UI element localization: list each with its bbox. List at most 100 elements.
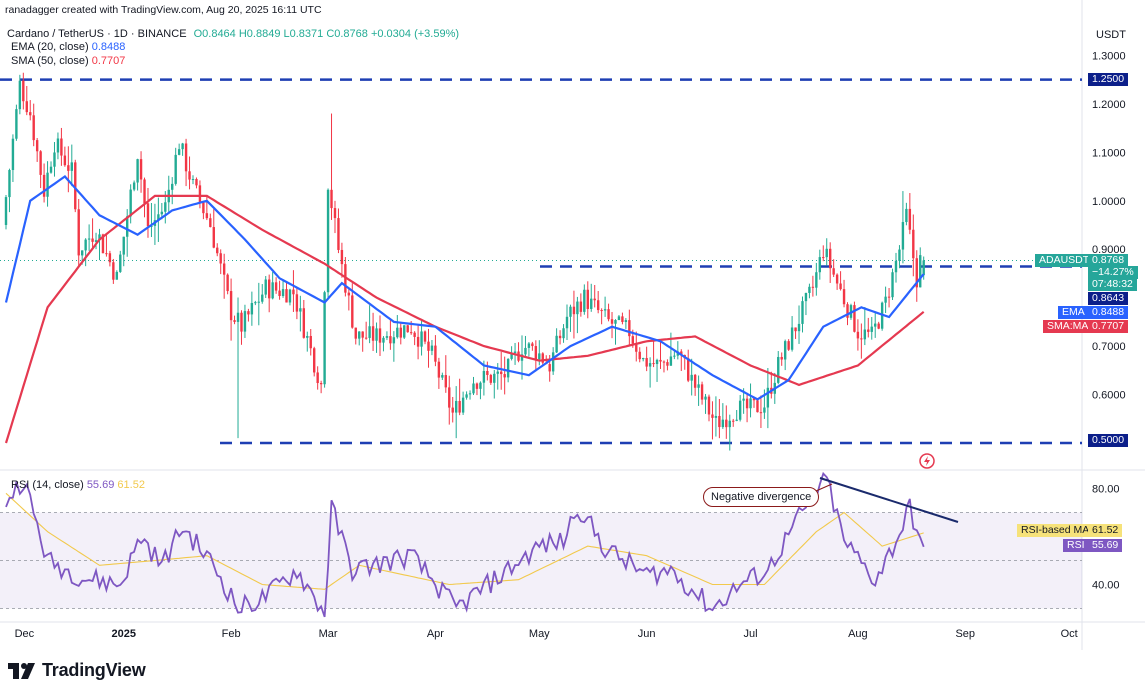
candle-body [354,327,357,339]
candle-body [579,301,583,312]
candle-body [441,375,444,378]
candle-body [399,327,402,338]
symbol-header[interactable]: Cardano / TetherUS · 1D · BINANCE O0.846… [7,28,459,40]
candle-body [690,374,693,381]
candle-body [205,213,209,219]
candle-body [870,326,873,332]
candle-body [98,234,101,241]
candle-body [191,179,195,181]
candle-body [219,253,222,264]
candle-body [74,162,77,210]
candle-body [738,400,742,420]
candle-body [482,370,486,383]
candle-body [867,329,870,332]
candle-body [243,311,247,332]
candle-body [766,387,770,408]
candle-body [718,415,721,428]
candle-body [347,292,351,296]
candle-body [790,327,794,350]
candle-body [288,289,292,303]
price-tick-label: 0.6000 [1092,390,1126,402]
candle-body [49,166,53,173]
candle-body [531,343,534,347]
currency-label[interactable]: USDT [1096,29,1126,41]
rsi-legend[interactable]: RSI (14, close) 55.69 61.52 [11,479,145,491]
candle-body [506,358,510,378]
candle-body [673,355,676,357]
candle-body [617,316,621,321]
candle-body [475,383,479,389]
candle-body [316,372,319,384]
lightning-icon [919,453,935,469]
tradingview-logo[interactable]: TradingView [8,660,146,681]
candle-body [489,374,493,383]
rsi-tick-label: 40.00 [1092,580,1120,592]
candle-body [693,374,697,388]
candle-body [458,400,461,413]
candle-body [742,398,745,401]
price-tick-label: 0.7000 [1092,341,1126,353]
ema-value-tag: 0.8488 [1088,306,1129,319]
candle-body [832,268,835,275]
candle-body [915,258,918,288]
candle-body [461,397,465,413]
candle-body [18,80,22,110]
candle-body [371,326,375,341]
candle-body [714,415,718,418]
candle-body [378,328,382,343]
candle-body [572,306,576,315]
ema-legend[interactable]: EMA (20, close) 0.8488 [11,41,125,53]
candle-body [631,336,635,344]
candle-body [815,272,818,288]
candle-body [229,291,233,321]
candle-body [448,387,451,408]
candle-body [513,351,517,354]
time-tick-label: Mar [319,628,338,640]
candle-body [122,236,125,255]
candle-body [500,371,503,375]
candle-body [732,420,735,422]
candle-body [42,174,46,197]
candle-body [413,332,416,337]
candle-body [659,359,662,362]
rsi-value-tag: 55.69 [1088,539,1123,552]
price-tick-label: 1.2000 [1092,99,1126,111]
candle-body [392,337,396,344]
candle-body [108,253,112,263]
candle-body [697,384,700,388]
candle-body [285,289,288,303]
candles [4,72,925,451]
candle-body [624,320,628,322]
candle-body [330,189,333,209]
candle-body [53,152,56,167]
candle-body [444,375,448,388]
candle-body [247,311,250,315]
ema20-line [4,175,925,401]
candle-body [15,109,18,139]
candle-body [254,302,257,304]
candle-body [101,234,105,254]
sma-legend-label: SMA (50, close) [11,55,89,67]
time-tick-label: Jul [744,628,758,640]
candle-body [382,337,385,343]
candle-body [39,151,42,175]
candle-body [233,320,236,322]
candle-body [700,384,704,400]
negative-divergence-annotation[interactable]: Negative divergence [703,487,820,507]
rsi-ma-line [5,492,924,590]
candle-body [32,115,35,141]
candle-body [257,301,260,303]
candle-body [721,419,725,428]
candle-body [711,414,714,418]
lightning-icon-bolt [924,456,930,466]
candle-body [596,300,600,311]
candle-body [510,353,513,359]
candle-body [143,179,146,204]
candle-body [358,331,361,339]
candle-body [541,353,544,363]
candle-body [91,238,94,242]
candle-body [891,272,894,298]
time-tick-label: 2025 [111,628,135,640]
sma-legend[interactable]: SMA (50, close) 0.7707 [11,55,125,67]
